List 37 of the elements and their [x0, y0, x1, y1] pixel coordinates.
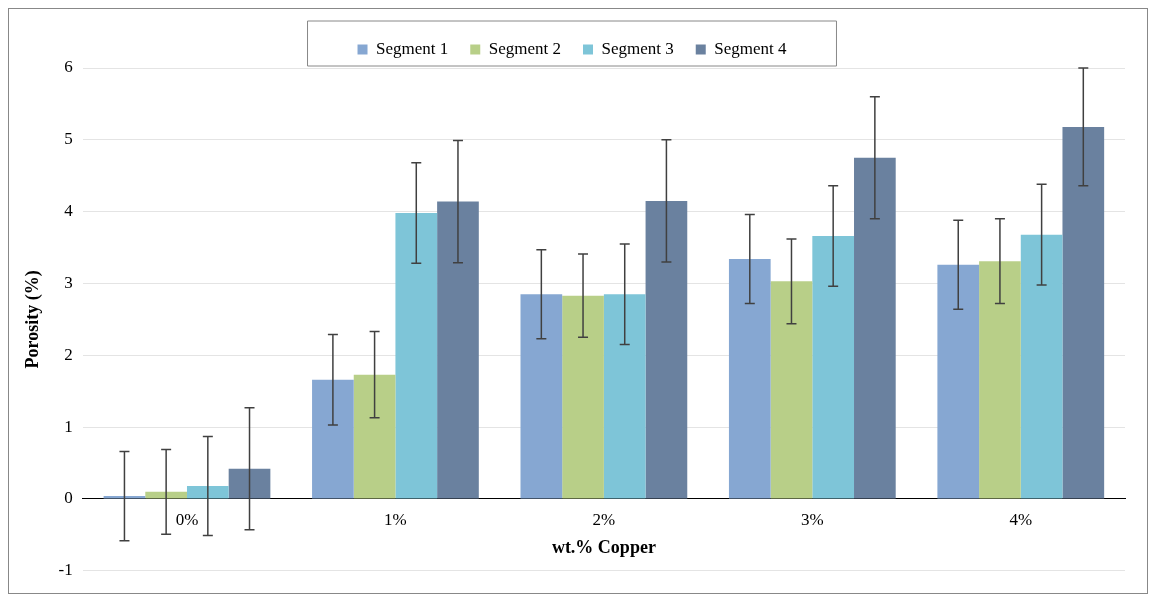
y-tick-label: 0 — [64, 488, 73, 508]
bar — [770, 281, 813, 499]
y-tick-label: 3 — [64, 272, 73, 292]
bar — [1020, 234, 1063, 499]
bar — [603, 294, 646, 499]
bar — [228, 468, 271, 499]
bar — [437, 201, 479, 499]
legend-label: Segment 2 — [488, 38, 562, 58]
bar — [186, 486, 229, 499]
bar — [979, 261, 1021, 499]
bar — [812, 236, 855, 499]
bar — [562, 295, 604, 499]
y-tick-label: 4 — [64, 201, 74, 221]
legend-label: Segment 4 — [714, 38, 787, 58]
y-tick-label: 2 — [64, 344, 73, 364]
bar — [937, 264, 980, 499]
bar — [854, 157, 896, 499]
bar — [645, 200, 688, 499]
bar — [353, 374, 396, 499]
y-axis-title: Porosity (%) — [22, 270, 44, 369]
bar — [312, 379, 354, 499]
y-tick-label: 6 — [64, 57, 73, 77]
x-tick-label: 0% — [175, 509, 199, 529]
y-tick-label: 5 — [64, 129, 73, 149]
legend-label: Segment 3 — [601, 38, 674, 58]
x-tick-label: 2% — [592, 509, 616, 529]
x-axis-title: wt.% Copper — [551, 536, 656, 557]
x-tick-label: 4% — [1009, 509, 1033, 529]
bar — [1062, 126, 1105, 499]
bar — [728, 259, 771, 499]
x-tick-label: 3% — [800, 509, 824, 529]
y-tick-label: -1 — [58, 560, 73, 580]
bar — [520, 294, 563, 499]
legend-label: Segment 1 — [376, 38, 449, 58]
y-tick-label: 1 — [64, 416, 73, 436]
bar — [395, 213, 438, 499]
x-tick-label: 1% — [384, 509, 407, 529]
